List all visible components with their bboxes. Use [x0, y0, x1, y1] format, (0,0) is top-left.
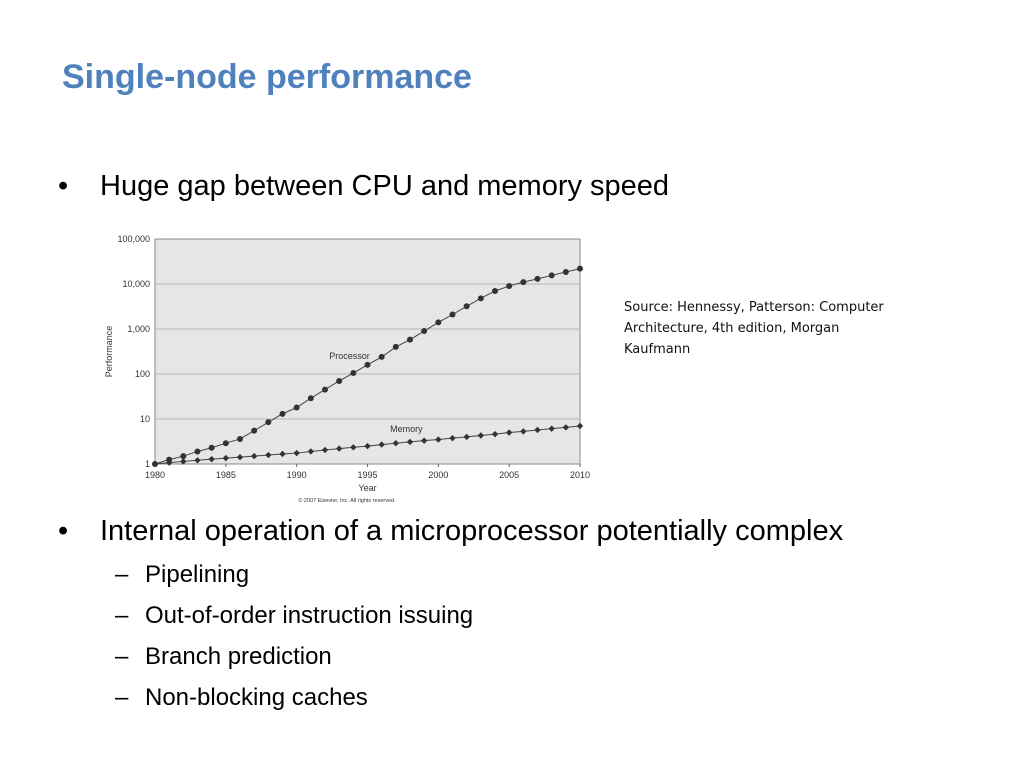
data-point-processor: [548, 272, 555, 279]
x-tick-label: 1985: [216, 470, 236, 480]
data-point-processor: [477, 295, 484, 302]
bullet-marker: •: [58, 170, 69, 202]
sub-bullet-text: Out-of-order instruction issuing: [145, 602, 474, 629]
data-point-memory: [279, 450, 286, 458]
data-point-processor: [208, 444, 215, 451]
chart-copyright: © 2007 Elsevier, Inc. All rights reserve…: [298, 497, 396, 504]
data-point-processor: [251, 427, 258, 434]
performance-chart: 1 10 100 1,000 10,000 100,000 1980 1985 1990 1995…: [104, 234, 590, 504]
data-point-memory: [236, 453, 244, 461]
sub-bullet-out-of-order: – Out-of-order instruction issuing: [115, 601, 473, 631]
sub-bullet-branch-prediction: – Branch prediction: [115, 642, 332, 672]
data-point-processor: [322, 386, 328, 393]
data-point-memory: [165, 459, 173, 466]
data-point-processor: [392, 343, 399, 350]
y-tick-label: 100: [135, 369, 150, 379]
data-point-memory: [491, 430, 499, 438]
data-point-processor: [265, 419, 272, 426]
data-point-processor: [463, 303, 470, 310]
data-point-memory: [194, 457, 201, 464]
bullet-text: Huge gap between CPU and memory speed: [100, 170, 670, 202]
data-point-memory: [307, 448, 315, 455]
bullet-marker: •: [58, 515, 69, 547]
data-point-memory: [350, 444, 357, 451]
data-point-processor: [279, 410, 286, 417]
data-point-memory: [378, 441, 385, 448]
sub-bullet-pipelining: – Pipelining: [115, 560, 249, 590]
data-point-processor: [577, 265, 583, 272]
sub-bullet-marker: –: [115, 684, 129, 711]
data-point-processor: [336, 377, 343, 384]
data-point-processor: [307, 395, 314, 402]
bullet-cpu-memory-gap: • Huge gap between CPU and memory speed: [58, 168, 669, 204]
data-point-processor: [364, 361, 371, 368]
data-point-memory: [180, 458, 187, 465]
data-point-memory: [477, 432, 485, 439]
bullet-microprocessor: • Internal operation of a microprocessor …: [58, 513, 843, 549]
sub-bullet-text: Branch prediction: [145, 643, 332, 670]
series-label-processor: Processor: [329, 351, 370, 361]
data-point-memory: [449, 434, 456, 442]
data-point-memory: [265, 451, 272, 459]
sub-bullet-marker: –: [115, 602, 129, 629]
x-tick-label: 2010: [570, 470, 590, 480]
data-point-processor: [378, 353, 385, 360]
x-tick-label: 1995: [357, 470, 377, 480]
data-point-memory: [534, 426, 541, 434]
data-point-processor: [534, 275, 541, 282]
data-point-processor: [180, 453, 187, 460]
data-point-memory: [293, 449, 300, 457]
sub-bullet-text: Pipelining: [145, 561, 250, 588]
data-point-memory: [576, 422, 584, 430]
x-axis-label: Year: [358, 483, 376, 493]
y-tick-label: 1: [145, 459, 150, 469]
x-tick-label: 2005: [499, 470, 519, 480]
data-point-processor: [350, 370, 357, 377]
data-point-processor: [194, 448, 201, 455]
data-point-memory: [208, 455, 215, 463]
data-point-processor: [520, 279, 527, 286]
bullet-text: Internal operation of a microprocessor p…: [100, 515, 844, 547]
data-point-processor: [435, 319, 442, 326]
y-tick-label: 100,000: [117, 234, 150, 244]
data-point-memory: [151, 460, 159, 468]
data-point-memory: [364, 442, 371, 450]
y-tick-label: 10,000: [122, 279, 150, 289]
data-point-processor: [421, 328, 428, 335]
data-point-memory: [463, 433, 470, 441]
data-point-processor: [293, 404, 300, 411]
data-point-processor: [562, 268, 569, 275]
data-point-processor: [492, 287, 498, 294]
slide-title: Single-node performance: [62, 58, 472, 96]
data-point-memory: [406, 438, 414, 446]
data-point-processor: [449, 311, 456, 318]
data-point-processor: [222, 440, 229, 447]
sub-bullet-text: Non-blocking caches: [145, 684, 368, 711]
data-point-processor: [407, 336, 413, 343]
source-note: Source: Hennessy, Patterson: Computer Ar…: [624, 300, 884, 357]
x-tick-label: 1980: [145, 470, 165, 480]
sub-bullet-non-blocking-caches: – Non-blocking caches: [115, 683, 368, 713]
y-tick-label: 10: [140, 414, 150, 424]
data-point-processor: [506, 283, 513, 290]
data-point-memory: [420, 437, 428, 444]
plot-area: [154, 238, 581, 465]
y-axis-label: Performance: [104, 326, 114, 378]
data-point-memory: [335, 445, 343, 452]
x-tick-label: 2000: [428, 470, 448, 480]
sub-bullet-marker: –: [115, 561, 129, 588]
data-point-memory: [392, 439, 400, 447]
sub-bullet-marker: –: [115, 643, 129, 670]
series-label-memory: Memory: [390, 424, 423, 434]
data-point-memory: [321, 446, 329, 454]
data-point-processor: [237, 435, 243, 442]
y-tick-label: 1,000: [127, 324, 150, 334]
x-tick-label: 1990: [287, 470, 307, 480]
data-point-memory: [505, 429, 513, 436]
